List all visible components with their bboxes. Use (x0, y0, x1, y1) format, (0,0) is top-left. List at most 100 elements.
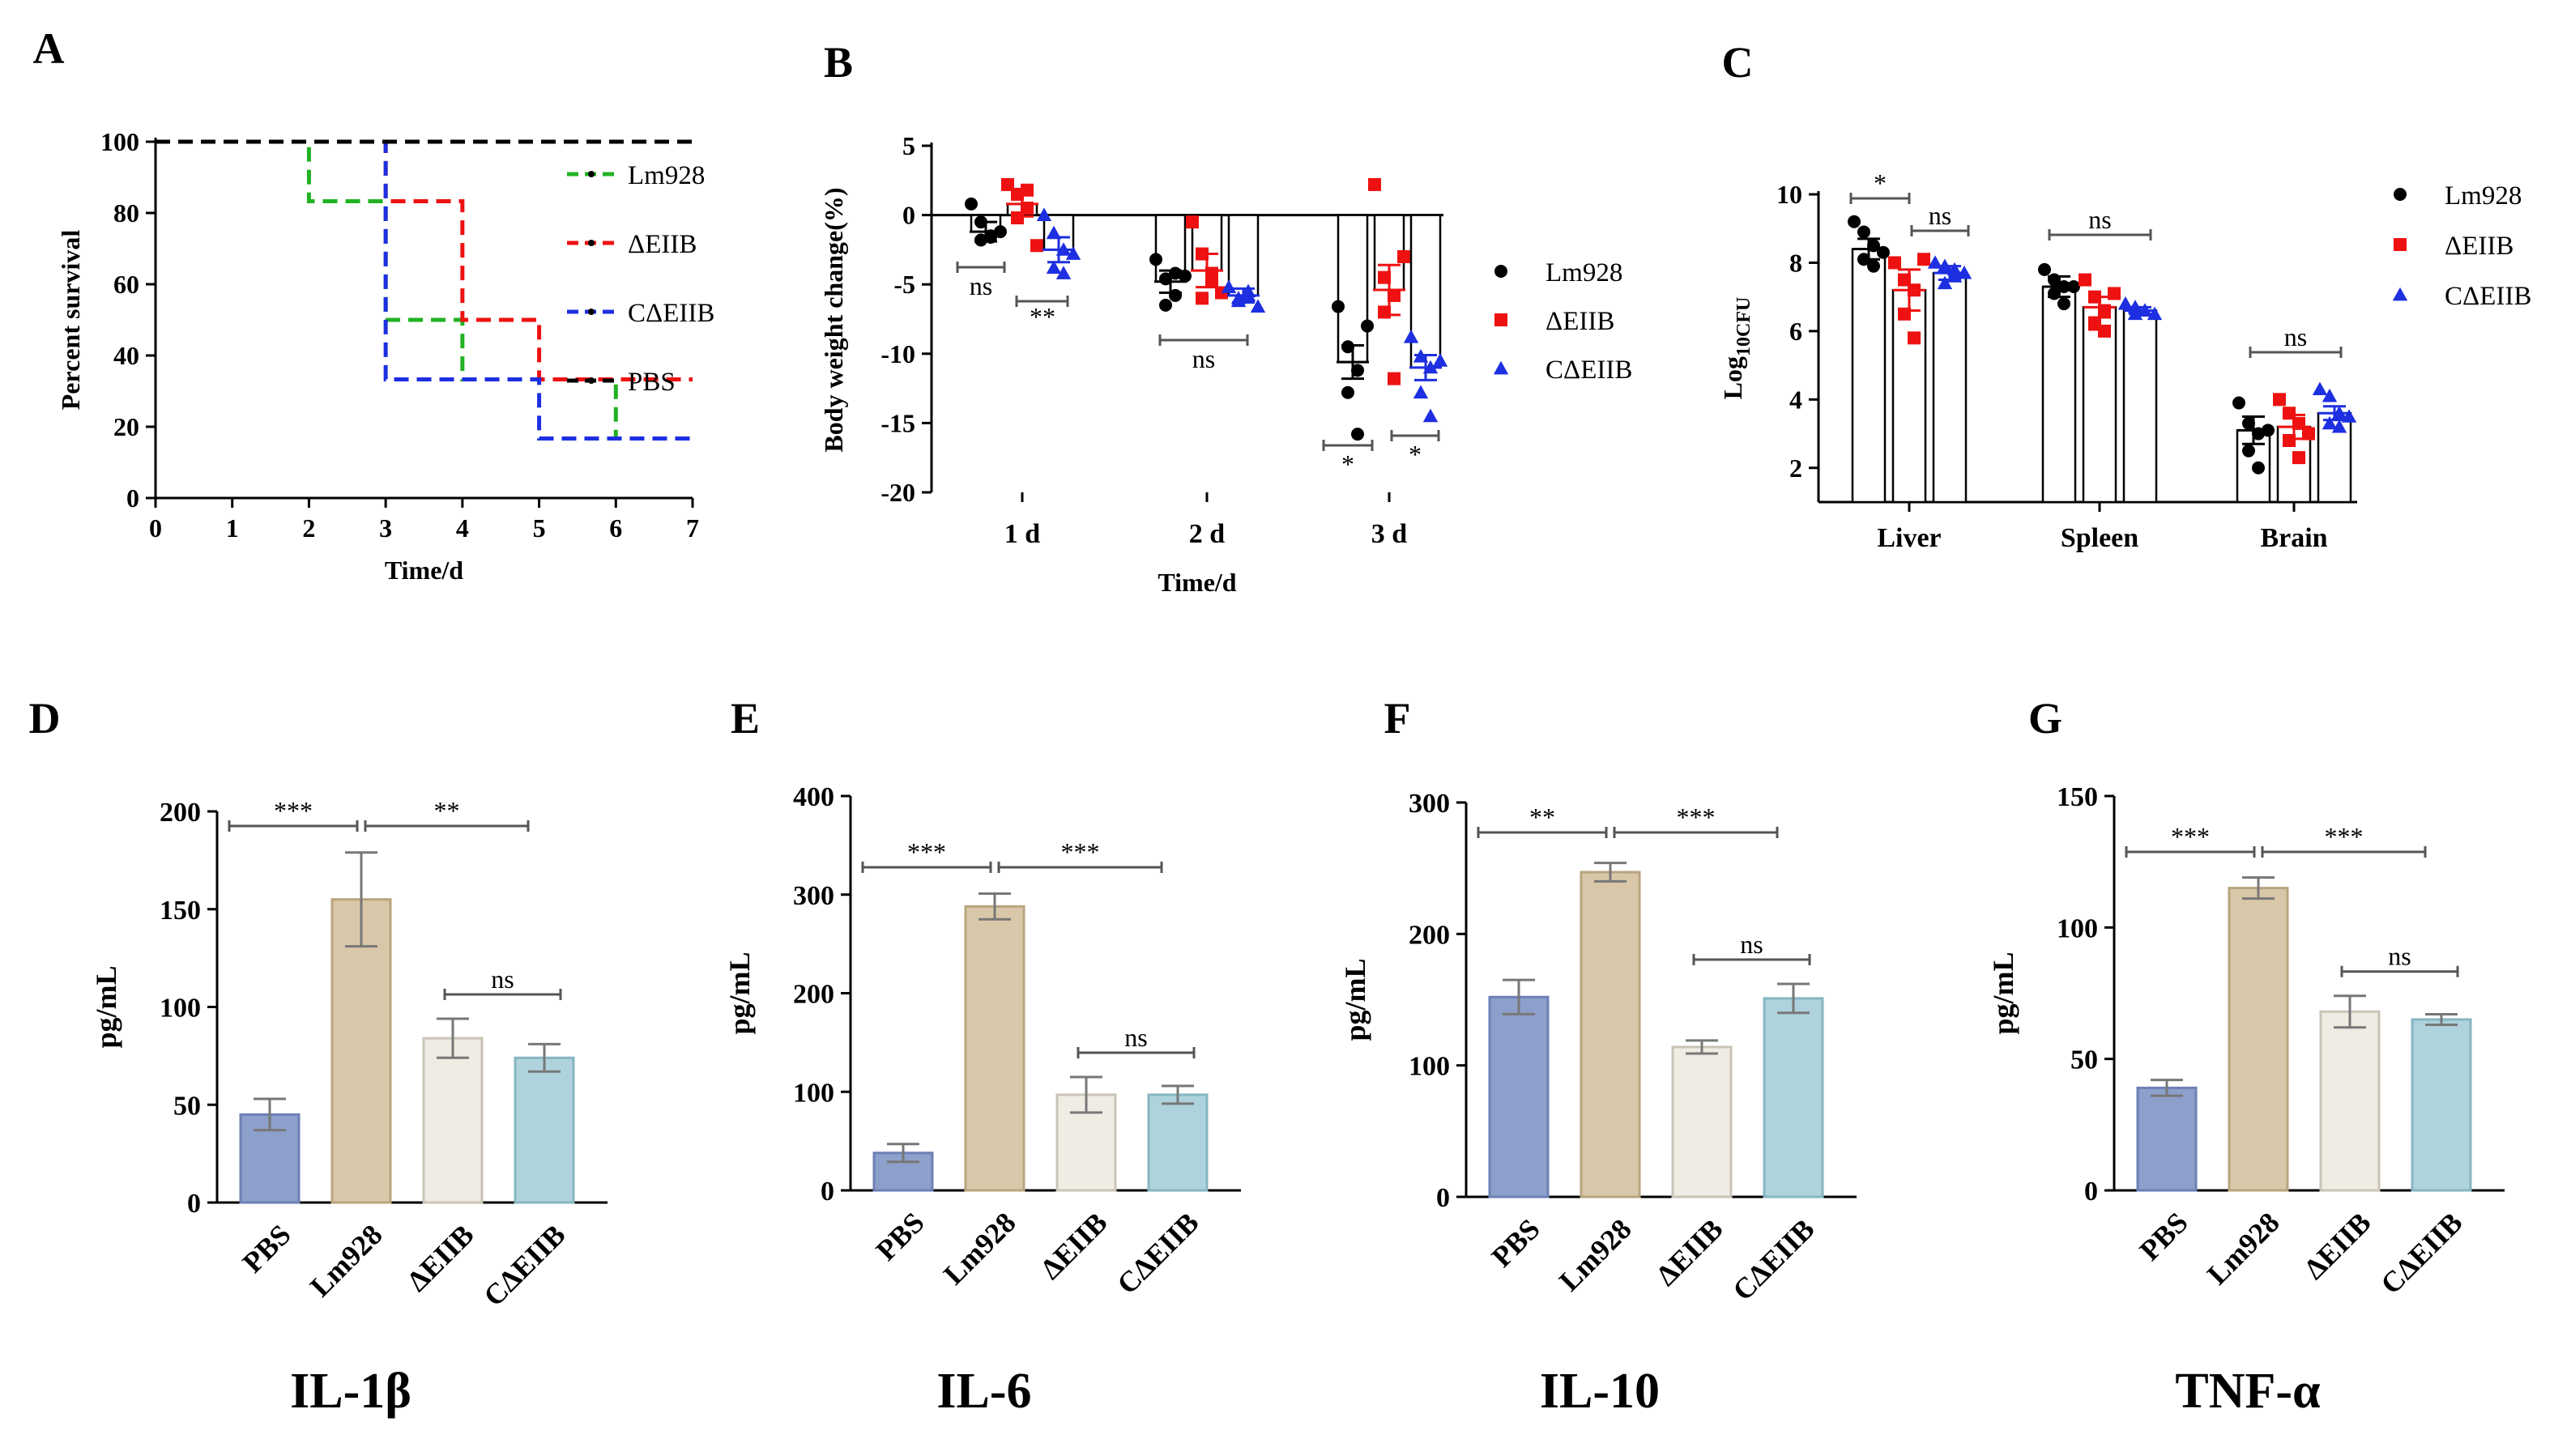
legend-dot-a-3 (588, 377, 595, 384)
legend-marker-c-1 (2394, 238, 2407, 251)
data-point (2088, 290, 2101, 304)
panel-e-y-tick-label: 300 (793, 881, 834, 911)
data-point (1230, 293, 1247, 308)
panel-a-x-tick-label: 5 (533, 513, 546, 543)
data-point (1341, 340, 1354, 354)
panel-g-y-tick-label: 50 (2070, 1045, 2098, 1075)
category-label: 3 d (1371, 519, 1408, 549)
sig-b-4-label: * (1341, 449, 1354, 479)
data-point (1205, 266, 1218, 280)
sig-b-2-text: ** (1030, 302, 1055, 331)
data-point (1917, 253, 1930, 266)
category-label: 2 d (1189, 519, 1226, 549)
y-tick-label: 6 (1789, 317, 1802, 346)
data-point (2283, 434, 2296, 447)
panel-d-category-label-1: Lm928 (304, 1218, 389, 1303)
panel-d-category-label-3: CΔEIIB (477, 1218, 571, 1312)
y-tick-label: -5 (893, 270, 915, 299)
panel-a-y-tick-label: 0 (126, 483, 139, 513)
data-point (1169, 288, 1182, 302)
panel-a-x-tick-label: 7 (686, 513, 699, 543)
panel-e-category-label-0: PBS (870, 1206, 931, 1267)
data-point (1055, 266, 1072, 279)
data-point (2331, 419, 2347, 433)
data-point (1908, 283, 1921, 297)
panel-f-sig-1-label: ** (1529, 803, 1555, 832)
sig-b-5-label: * (1409, 440, 1422, 469)
data-point (2079, 273, 2091, 287)
panel-e-y-tick-label: 200 (793, 980, 834, 1010)
sig-c-4-label: ns (2284, 322, 2307, 351)
panel-f-y-tick-label: 100 (1409, 1052, 1450, 1082)
legend-label-c-2: CΔEIIB (2445, 282, 2531, 311)
panel-e-bar-1 (964, 905, 1025, 1192)
data-point (984, 230, 997, 244)
data-point (965, 197, 978, 211)
category-label: Brain (2260, 523, 2327, 553)
panel-g-bar-1 (2228, 887, 2289, 1192)
legend-marker-b-0 (1494, 265, 1507, 278)
panel-a-x-tick-label: 3 (379, 513, 392, 543)
data-point (2048, 273, 2061, 287)
data-point (1927, 255, 1943, 269)
data-point (1221, 279, 1237, 293)
panel-d-bar-3 (514, 1056, 575, 1204)
panel-e-category-label-3: CΔEIIB (1111, 1206, 1204, 1300)
data-point (1956, 265, 1972, 279)
panel-a-y-label: Percent survival (56, 230, 85, 411)
legend-label-a-3: PBS (628, 368, 676, 397)
panel-e-title: IL-6 (936, 1364, 1031, 1419)
panel-g-category-label-0: PBS (2134, 1206, 2194, 1267)
y-label-main: Log (1718, 356, 1747, 399)
data-point (974, 215, 987, 229)
data-point (1351, 428, 1364, 441)
legend-label-a-2: CΔEIIB (628, 299, 714, 328)
legend-dot-a-0 (588, 171, 595, 177)
data-point (1169, 266, 1182, 280)
bar (1227, 214, 1260, 297)
panel-a-y-tick-label: 60 (113, 270, 139, 299)
panel-f-label: F (1384, 694, 1411, 743)
panel-g-y-label: pg/mL (1987, 952, 2019, 1034)
sig-c-1-label: * (1874, 168, 1887, 198)
panel-g-category-label-2: ΔEIIB (2298, 1206, 2377, 1285)
data-point (1388, 372, 1401, 385)
panel-f-bar-2 (1671, 1045, 1733, 1198)
data-point (1898, 273, 1911, 287)
panel-e-sig-3-label: ns (1124, 1023, 1147, 1052)
panel-e-category-label-2: ΔEIIB (1034, 1206, 1114, 1285)
data-point (1368, 177, 1381, 191)
panel-a-x-tick-label: 6 (609, 513, 622, 543)
legend-marker-c-0 (2394, 188, 2407, 201)
panel-e-y-tick-label: 0 (821, 1177, 834, 1207)
data-point (1378, 305, 1391, 319)
legend-marker-b-1 (1494, 313, 1507, 326)
panel-d-sig-3-label: ns (491, 964, 514, 994)
data-point (1946, 262, 1963, 276)
data-point (2322, 415, 2338, 430)
panel-a-label: A (33, 24, 65, 73)
data-point (1422, 360, 1439, 374)
panel-f-category-label-1: Lm928 (1553, 1212, 1638, 1297)
bar (1851, 248, 1887, 504)
panel-f-y-tick-label: 200 (1409, 920, 1450, 950)
panel-a-y-tick-label: 100 (100, 127, 139, 156)
panel-g-bar-2 (2319, 1010, 2381, 1192)
data-point (1065, 246, 1081, 260)
panel-g-sig-1-label: *** (2171, 822, 2210, 851)
data-point (1388, 288, 1401, 302)
data-point (2147, 306, 2163, 321)
data-point (2067, 280, 2080, 293)
y-label-sub: 10CFU (1733, 297, 1755, 356)
panel-e-bar-3 (1147, 1093, 1209, 1192)
data-point (1159, 272, 1172, 286)
panel-d-bar-1 (330, 898, 392, 1204)
bar (2041, 285, 2077, 504)
data-point (2108, 287, 2121, 300)
panel-f-y-tick-label: 0 (1436, 1183, 1450, 1213)
panel-a-y-tick-label: 80 (113, 198, 139, 228)
data-point (2127, 300, 2143, 313)
panel-b-label: B (824, 38, 853, 87)
panel-g-category-label-1: Lm928 (2201, 1206, 2286, 1291)
